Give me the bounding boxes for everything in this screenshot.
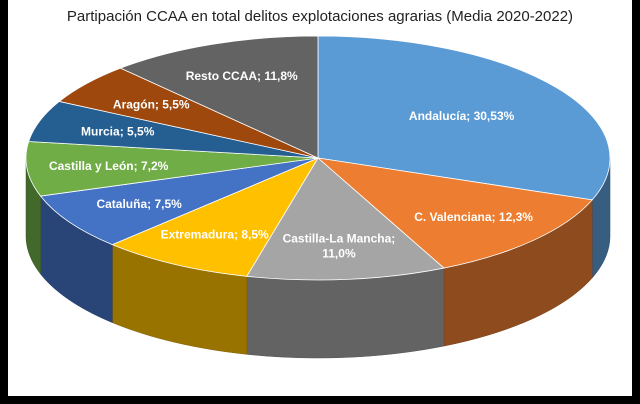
- pie-slice: [39, 157, 319, 246]
- slice-label: Castilla y León; 7,2%: [49, 159, 169, 173]
- slice-label: Cataluña; 7,5%: [96, 197, 182, 211]
- pie-slice: [317, 35, 611, 201]
- slice-label: C. Valenciana; 12,3%: [414, 210, 533, 224]
- pie-slice: [111, 157, 319, 277]
- pie-slice: [25, 141, 319, 197]
- pie-slice: [246, 157, 445, 281]
- slice-label: Castilla-La Mancha; 11,0%: [283, 231, 396, 260]
- slice-label: Murcia; 5,5%: [81, 124, 155, 138]
- pie-slice: [316, 157, 594, 269]
- slice-label: Andalucía; 30,53%: [409, 109, 515, 123]
- slice-label: Extremadura; 8,5%: [161, 227, 269, 241]
- slice-label: Aragón; 5,5%: [113, 97, 190, 111]
- pie-slice-side: [246, 267, 445, 359]
- slice-label: Resto CCAA; 11,8%: [186, 69, 298, 83]
- chart-title: Partipación CCAA en total delitos explot…: [66, 8, 574, 25]
- pie-slice: [119, 35, 319, 159]
